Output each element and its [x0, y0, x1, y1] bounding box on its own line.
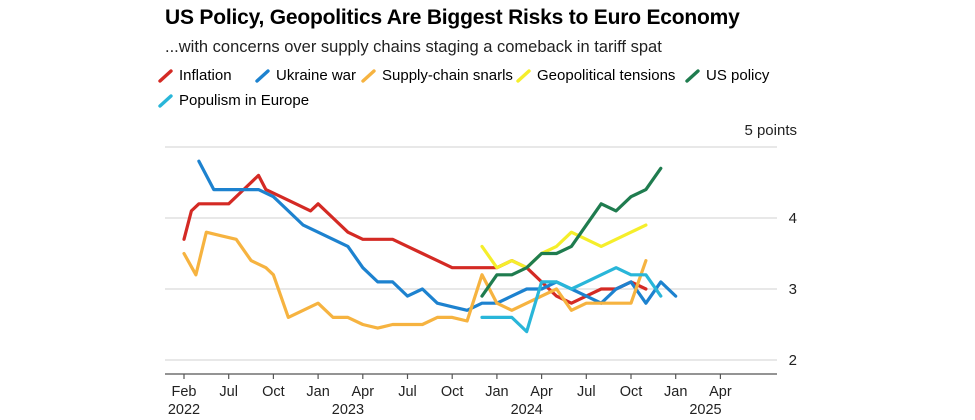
legend-swatch: [685, 69, 700, 83]
series-line-populism-in-europe: [480, 266, 663, 334]
x-tick-label: Oct: [262, 384, 285, 400]
legend-swatch: [361, 69, 376, 83]
legend-label: US policy: [706, 67, 770, 84]
y-tick-label: 3: [789, 281, 797, 298]
legend-swatch: [255, 69, 270, 83]
x-tick-label: Jan: [306, 384, 329, 400]
x-tick-label: Jan: [664, 384, 687, 400]
x-tick-label: Jul: [219, 384, 238, 400]
legend-swatch: [158, 94, 173, 108]
series-line-geopolitical-tensions: [480, 223, 648, 270]
x-tick-label: Jul: [577, 384, 596, 400]
x-tick-label: Oct: [441, 384, 464, 400]
legend-label: Inflation: [179, 67, 232, 84]
series-line-ukraine-war: [197, 159, 678, 312]
series-line-us-policy: [480, 166, 663, 298]
y-axis-unit-label: 5 points: [744, 122, 797, 139]
series-lines: [182, 159, 678, 334]
legend-label: Populism in Europe: [179, 92, 310, 109]
x-year-label: 2024: [511, 402, 543, 418]
legend-swatch: [516, 69, 531, 83]
x-year-label: 2022: [168, 402, 200, 418]
x-tick-label: Jul: [398, 384, 417, 400]
legend-label: Ukraine war: [276, 67, 357, 84]
legend-label: Geopolitical tensions: [537, 67, 676, 84]
y-tick-label: 2: [789, 352, 797, 369]
x-tick-label: Jan: [485, 384, 508, 400]
x-year-label: 2025: [689, 402, 721, 418]
x-tick-label: Apr: [709, 384, 732, 400]
series-line-supply-chain-snarls: [182, 230, 648, 330]
chart-title: US Policy, Geopolitics Are Biggest Risks…: [165, 6, 740, 29]
y-tick-label: 4: [789, 210, 797, 227]
x-axis: Feb Jul Oct Jan Apr Jul Oct Jan Apr Jul Oct Jan Apr 2…: [165, 373, 777, 418]
legend-label: Supply-chain snarls: [382, 67, 513, 84]
x-tick-label: Oct: [620, 384, 643, 400]
legend-swatch: [158, 69, 173, 83]
x-tick-label: Apr: [352, 384, 375, 400]
x-year-label: 2023: [332, 402, 364, 418]
chart-subtitle: ...with concerns over supply chains stag…: [165, 38, 662, 56]
gridlines: 4 3 2: [165, 146, 797, 369]
x-tick-label: Feb: [172, 384, 197, 400]
x-tick-label: Apr: [530, 384, 553, 400]
